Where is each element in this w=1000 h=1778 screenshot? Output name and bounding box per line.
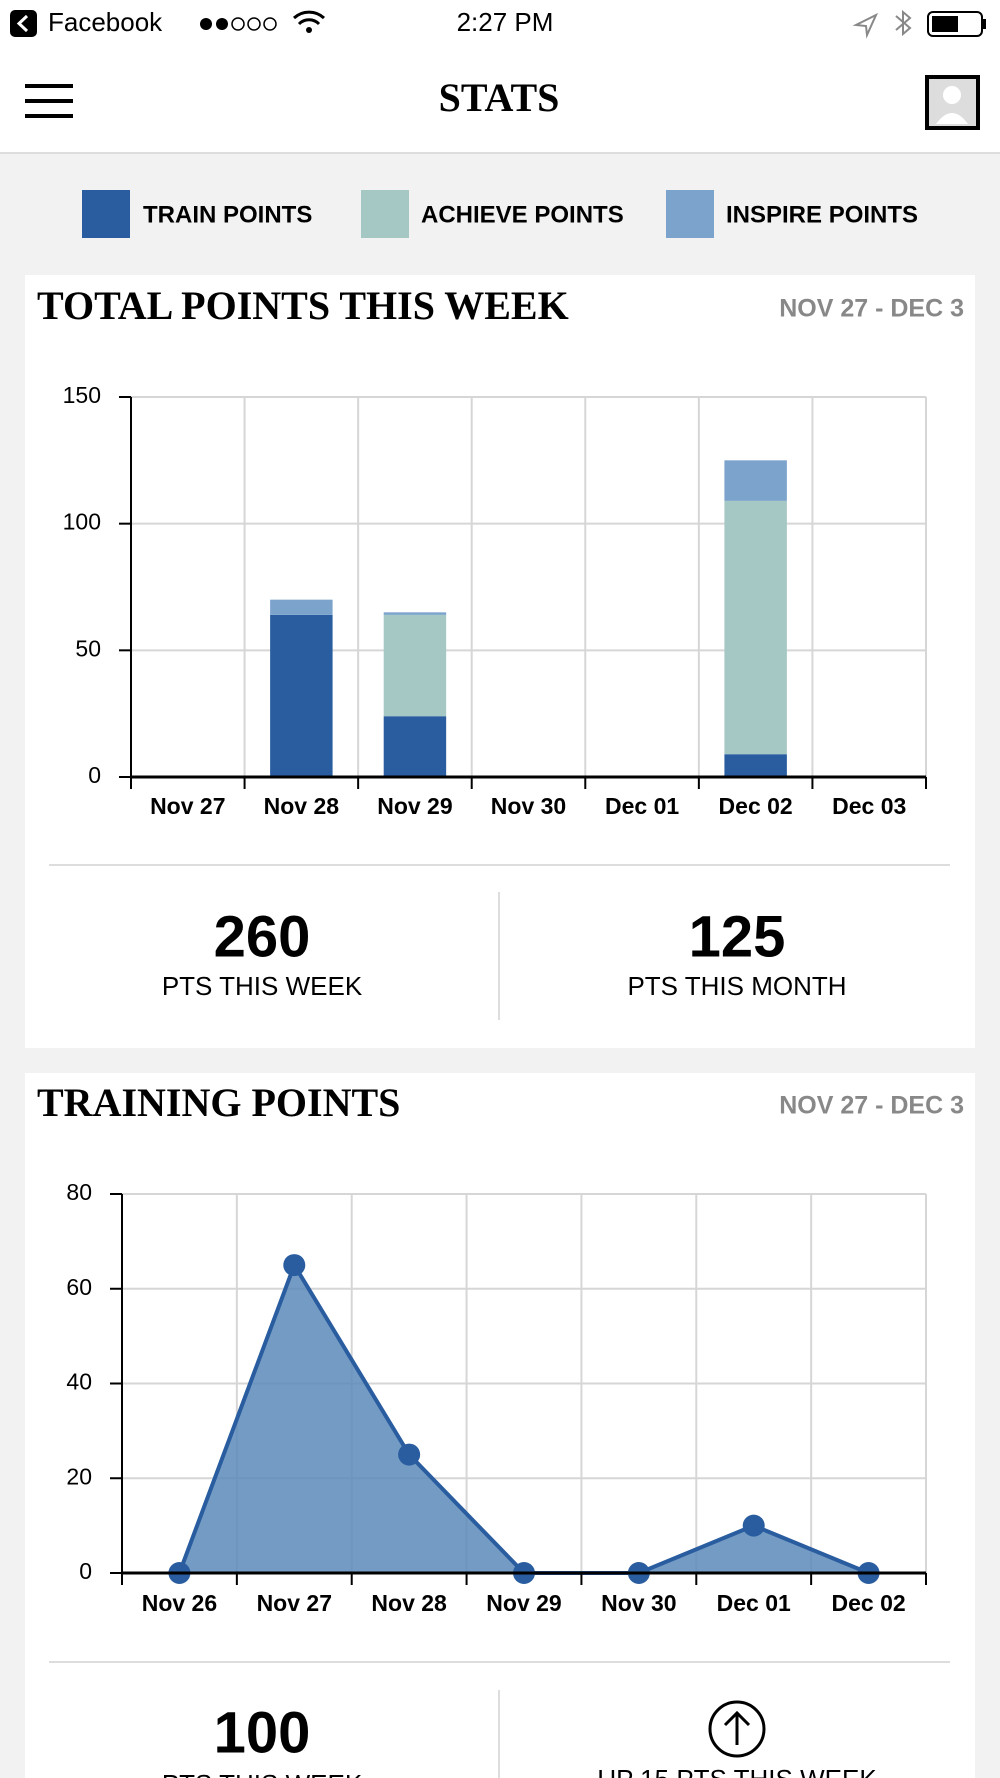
bar-segment bbox=[724, 754, 787, 777]
bar-segment bbox=[724, 500, 787, 755]
x-tick-label: Nov 27 bbox=[150, 793, 225, 819]
page-title: STATS bbox=[439, 75, 560, 120]
y-tick-label: 20 bbox=[66, 1463, 92, 1489]
up-arrow-icon bbox=[708, 1700, 766, 1758]
x-tick-label: Dec 02 bbox=[719, 793, 793, 819]
card-title: TRAINING POINTS bbox=[37, 1080, 400, 1125]
menu-button[interactable] bbox=[25, 84, 73, 118]
status-icons bbox=[852, 9, 986, 39]
legend-label: ACHIEVE POINTS bbox=[421, 201, 624, 228]
x-tick-label: Nov 28 bbox=[264, 793, 340, 819]
bar-segment bbox=[383, 614, 447, 717]
avatar[interactable] bbox=[925, 75, 980, 130]
bar-segment bbox=[383, 612, 447, 615]
y-tick-label: 50 bbox=[75, 635, 101, 661]
legend-swatch bbox=[666, 190, 714, 238]
y-tick-label: 0 bbox=[88, 762, 101, 788]
card-title: TOTAL POINTS THIS WEEK bbox=[37, 283, 569, 328]
legend-swatch bbox=[361, 190, 409, 238]
back-app[interactable]: Facebook bbox=[48, 7, 163, 37]
point bbox=[742, 1514, 765, 1537]
legend-label: INSPIRE POINTS bbox=[726, 201, 918, 228]
stat-label: PTS THIS WEEK bbox=[162, 1769, 363, 1778]
stat-label: PTS THIS WEEK bbox=[162, 971, 363, 1001]
y-tick-label: 40 bbox=[66, 1369, 92, 1395]
x-tick-label: Dec 03 bbox=[832, 793, 906, 819]
bar-segment bbox=[270, 614, 333, 777]
stat-label: PTS THIS MONTH bbox=[627, 971, 846, 1001]
bar-segment bbox=[270, 599, 333, 615]
stat-value: 125 bbox=[689, 904, 786, 969]
y-tick-label: 60 bbox=[66, 1274, 92, 1300]
signal bbox=[200, 10, 326, 33]
y-tick-label: 150 bbox=[63, 382, 101, 408]
legend-swatch bbox=[82, 190, 130, 238]
point bbox=[398, 1443, 421, 1466]
top-bar bbox=[0, 0, 1000, 153]
x-tick-label: Dec 01 bbox=[605, 793, 679, 819]
x-tick-label: Dec 02 bbox=[831, 1590, 905, 1616]
x-tick-label: Nov 26 bbox=[142, 1590, 217, 1616]
legend-label: TRAIN POINTS bbox=[143, 201, 312, 228]
bar-segment bbox=[724, 460, 787, 501]
area-fill bbox=[179, 1265, 869, 1573]
y-tick-label: 100 bbox=[63, 509, 101, 535]
y-tick-label: 0 bbox=[79, 1558, 92, 1584]
back-icon[interactable] bbox=[10, 10, 37, 37]
x-tick-label: Nov 28 bbox=[371, 1590, 447, 1616]
x-tick-label: Nov 30 bbox=[601, 1590, 676, 1616]
date-range: NOV 27 - DEC 3 bbox=[779, 1092, 964, 1120]
stat-value: 260 bbox=[214, 904, 311, 969]
x-tick-label: Nov 30 bbox=[491, 793, 566, 819]
card bbox=[25, 1073, 975, 1778]
back-chevron bbox=[16, 14, 29, 33]
stat-label: UP 15 PTS THIS WEEK bbox=[597, 1764, 877, 1778]
bar-segment bbox=[383, 716, 447, 777]
x-tick-label: Nov 29 bbox=[486, 1590, 561, 1616]
y-tick-label: 80 bbox=[66, 1179, 92, 1205]
x-tick-label: Dec 01 bbox=[717, 1590, 791, 1616]
point bbox=[283, 1254, 306, 1277]
clock: 2:27 PM bbox=[457, 7, 554, 37]
stat-value: 100 bbox=[214, 1700, 311, 1765]
date-range: NOV 27 - DEC 3 bbox=[779, 295, 964, 323]
x-tick-label: Nov 27 bbox=[257, 1590, 332, 1616]
x-tick-label: Nov 29 bbox=[377, 793, 452, 819]
